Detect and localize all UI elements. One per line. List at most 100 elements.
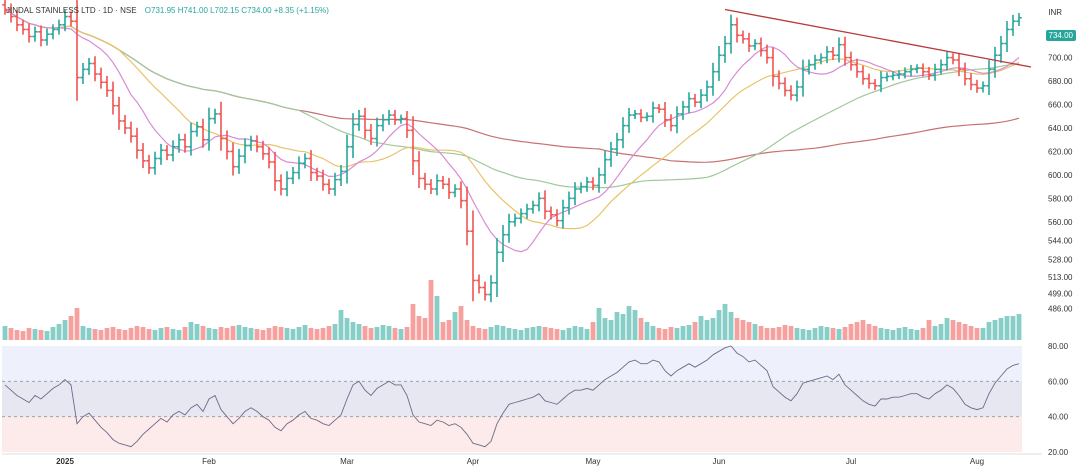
price-tick-label: 600.00 [1048,171,1073,180]
volume-bar [386,326,392,340]
ohlc-bar [194,121,200,137]
ohlc-bar [812,54,818,70]
volume-bar [746,322,752,340]
ohlc-bar [932,63,938,81]
ohlc-bar [548,206,554,220]
price-tick-label: 560.00 [1048,218,1073,227]
volume-bar [134,326,140,340]
volume-bar [614,312,620,340]
ohlc-bar [608,141,614,167]
volume-bar [302,325,308,340]
volume-bar [854,322,860,340]
volume-bar [260,330,266,340]
ohlc-bar [470,210,476,302]
volume-bar [32,329,38,340]
volume-bar [536,326,542,340]
ohlc-bar [878,71,884,93]
ohlc-bar [494,238,500,298]
volume-bar [404,327,410,340]
volume-bar [146,329,152,340]
volume-bar [152,330,158,340]
volume-bar [566,328,572,340]
ohlc-bar [650,101,656,123]
ohlc-bar [788,85,794,101]
ohlc-bar [956,53,962,77]
volume-bar [938,324,944,340]
volume-bar [8,328,14,340]
volume-bar [200,326,206,340]
volume-bar [476,328,482,340]
ohlc-bar [44,28,50,46]
ohlc-bar [920,63,926,77]
volume-bar [542,327,548,340]
rsi-mid-band [2,381,1022,417]
volume-bar [170,329,176,340]
price-tick-label: 486.00 [1048,305,1073,314]
ohlc-bar [782,77,788,97]
ohlc-bar [968,73,974,91]
volume-bar [662,329,668,340]
ohlc-bar [860,65,866,85]
volume-bar [722,304,728,340]
volume-bar [56,324,62,340]
volume-bar [680,326,686,340]
rsi-tick-label: 20.00 [1048,448,1069,457]
ohlc-bar [794,80,800,102]
volume-bar [332,324,338,340]
ohlc-bar [362,107,368,139]
ohlc-bar [158,143,164,165]
ohlc-bar [848,51,854,71]
ohlc-bar [638,109,644,123]
volume-bar [734,318,740,340]
volume-bar [290,329,296,340]
ohlc-bar [176,133,182,153]
ohlc-bar [1016,12,1022,26]
ohlc-bar [200,118,206,148]
ohlc-bar [596,167,602,193]
rsi-tick-label: 60.00 [1048,377,1069,386]
rsi-tick-label: 40.00 [1048,413,1069,422]
volume-bar [320,328,326,340]
volume-bar [230,326,236,340]
price-tick-label: 544.00 [1048,237,1073,246]
ohlc-bar [248,135,254,151]
rsi-tick-label: 80.00 [1048,342,1069,351]
rsi-line [4,345,1020,448]
ohlc-bar [734,17,740,43]
price-tick-label: 528.00 [1048,255,1073,264]
volume-bar [884,329,890,340]
volume-bar [968,326,974,340]
volume-bar [758,326,764,340]
ohlc-bar [614,132,620,156]
ohlc-bar [182,133,188,153]
volume-bar [248,328,254,340]
volume-bar [452,312,458,340]
volume-bar [218,327,224,340]
ohlc-bar [344,134,350,184]
date-tick-label: Feb [202,457,216,466]
ohlc-bar [368,123,374,145]
volume-bar [194,324,200,340]
ohlc-bar [464,186,470,246]
ohlc-bar [998,35,1004,63]
volume-bar [806,330,812,340]
ohlc-bar [350,113,356,159]
volume-bar [830,328,836,340]
ohlc-bar [524,203,530,219]
ohlc-bar [62,10,68,32]
volume-bar [908,329,914,340]
ohlc-bar [260,140,266,160]
volume-bar [86,328,92,340]
volume-bar [530,327,536,340]
volume-bar [380,325,386,340]
ohlc-bar [662,102,668,127]
ohlc-bar [530,200,536,214]
volume-bar [692,322,698,340]
ohlc-bar [872,79,878,91]
currency-label: INR [1048,8,1062,17]
ohlc-bar [332,172,338,196]
volume-bar [98,330,104,340]
volume-bar [620,314,626,340]
